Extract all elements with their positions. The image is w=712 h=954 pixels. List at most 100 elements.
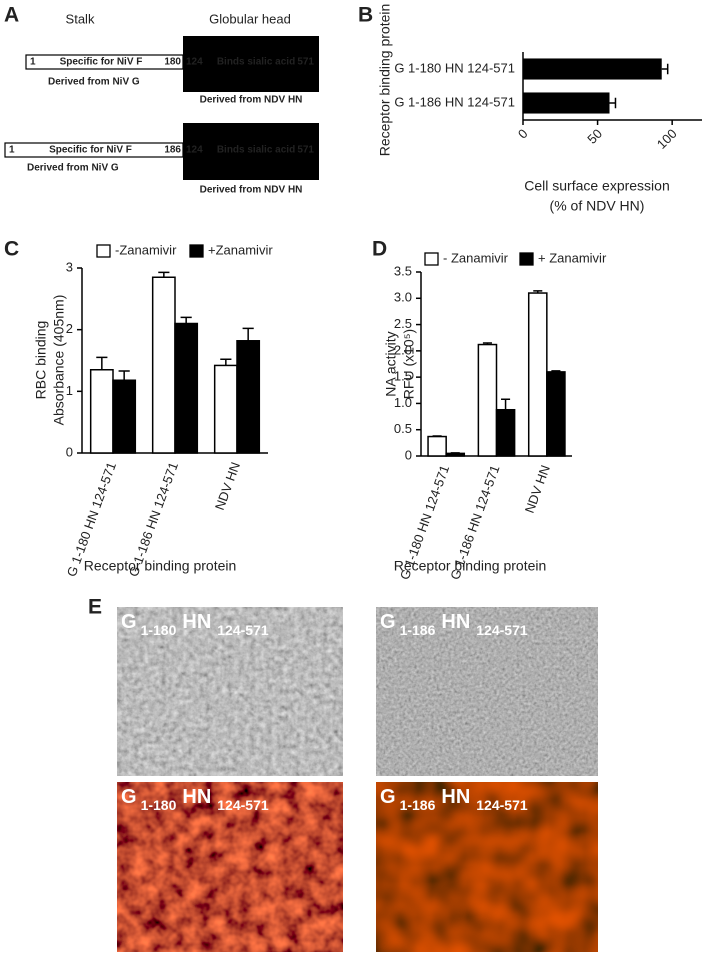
legend-swatch: [189, 244, 204, 258]
residue: 571: [297, 145, 314, 156]
error-bar: [158, 271, 170, 278]
error-bar: [533, 290, 543, 294]
y-tick-label: 3: [66, 259, 73, 274]
residue: 1: [9, 145, 15, 156]
y-tick-label: G 1-180 HN 124-571: [394, 60, 515, 75]
label-part: G: [380, 611, 396, 633]
y-axis-label: RFU (x10⁵): [401, 329, 417, 399]
x-tick-label: 50: [584, 126, 605, 147]
source-label: Derived from NiV G: [48, 77, 140, 88]
error-bar: [482, 342, 492, 345]
panel-letter: D: [372, 238, 387, 261]
x-tick-label: 0: [515, 126, 531, 142]
error-bar: [551, 370, 561, 372]
panel-letter: E: [88, 596, 102, 619]
micrograph: [376, 782, 598, 952]
bar: [174, 322, 199, 454]
head-box: [183, 36, 319, 92]
head-label: Binds sialic acid: [217, 57, 295, 68]
heading: Stalk: [66, 11, 95, 26]
y-tick-label: 1.5: [394, 369, 412, 384]
x-tick-label: 100: [654, 126, 680, 152]
micrograph: [117, 607, 343, 776]
error-bar: [609, 97, 617, 109]
x-tick-label: NDV HN: [522, 463, 553, 515]
bar: [445, 452, 466, 457]
bar: [236, 340, 261, 454]
y-tick-label: 1: [66, 383, 73, 398]
label-sub: 1-186: [400, 622, 436, 638]
legend-swatch: [424, 252, 439, 266]
label-sub: 1-180: [141, 622, 177, 638]
error-bar: [96, 356, 108, 370]
legend-label: + Zanamivir: [538, 250, 607, 265]
residue: 186: [164, 145, 181, 156]
x-axis-label: Receptor binding protein: [394, 558, 547, 574]
y-tick-label: 3.5: [394, 263, 412, 278]
micrograph: [376, 607, 598, 776]
stalk-label: Specific for NiV F: [49, 145, 132, 156]
y-tick-label: 3.0: [394, 290, 412, 305]
x-tick-label: NDV HN: [212, 460, 243, 512]
residue: 1: [30, 57, 36, 68]
label-part: G: [121, 611, 137, 633]
stalk-label: Specific for NiV F: [60, 57, 143, 68]
micrograph: [117, 782, 343, 952]
micrograph-label: G 1-180 HN 124-571: [121, 611, 269, 637]
y-tick-label: 2.5: [394, 316, 412, 331]
y-axis-label: RBC binding: [33, 321, 49, 400]
bar: [427, 435, 447, 457]
x-axis-label: Receptor binding protein: [84, 558, 237, 574]
error-bar: [242, 327, 254, 341]
residue: 124: [186, 57, 203, 68]
label-sub: 124-571: [217, 797, 269, 813]
label-sub: 1-180: [141, 797, 177, 813]
bar: [89, 369, 114, 454]
error-bar: [220, 358, 232, 366]
error-bar: [501, 398, 511, 410]
heading: Globular head: [209, 11, 291, 26]
error-bar: [450, 452, 460, 454]
y-axis-label: NA activity: [383, 331, 399, 396]
legend-label: - Zanamivir: [443, 250, 509, 265]
bar: [477, 343, 498, 457]
legend-label: -Zanamivir: [115, 242, 177, 257]
y-tick-label: 0.5: [394, 421, 412, 436]
y-tick-label: G 1-186 HN 124-571: [394, 94, 515, 109]
legend-label: +Zanamivir: [208, 242, 273, 257]
source-label: Derived from NiV G: [27, 163, 119, 174]
x-axis-label: (% of NDV HN): [550, 198, 645, 214]
y-axis-label: Receptor binding protein: [377, 4, 393, 157]
bar: [213, 364, 238, 454]
y-tick-label: 0: [66, 444, 73, 459]
micrograph-label: G 1-186 HN 124-571: [380, 611, 528, 637]
error-bar: [180, 316, 192, 324]
panel-letter: A: [4, 4, 19, 27]
label-part: HN: [182, 786, 211, 808]
bar: [527, 292, 548, 457]
bar: [151, 276, 176, 454]
micrograph-label: G 1-180 HN 124-571: [121, 786, 269, 812]
label-part: G: [121, 786, 137, 808]
y-tick-label: 0: [405, 447, 412, 462]
panel-letter: C: [4, 238, 19, 261]
label-sub: 124-571: [476, 622, 528, 638]
residue: 571: [297, 57, 314, 68]
y-tick-label: 2: [66, 321, 73, 336]
head-label: Binds sialic acid: [217, 145, 295, 156]
label-part: HN: [441, 611, 470, 633]
bar: [546, 371, 566, 457]
y-tick-label: 1.0: [394, 395, 412, 410]
residue: 180: [164, 57, 181, 68]
source-label: Derived from NDV HN: [200, 185, 303, 196]
label-part: HN: [182, 611, 211, 633]
bar: [523, 92, 610, 114]
error-bar: [661, 63, 669, 75]
micrograph-label: G 1-186 HN 124-571: [380, 786, 528, 812]
label-sub: 124-571: [476, 797, 528, 813]
panel-letter: B: [358, 4, 373, 27]
legend-swatch: [519, 252, 534, 266]
head-box: [183, 123, 319, 180]
bar: [523, 58, 662, 80]
